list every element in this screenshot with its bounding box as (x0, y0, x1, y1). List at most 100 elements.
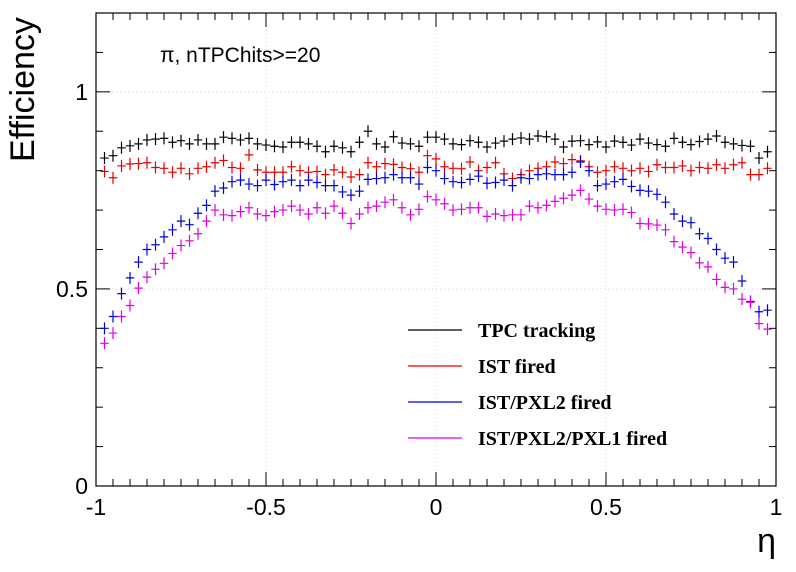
data-point (270, 178, 279, 191)
data-point (763, 304, 772, 317)
data-point (686, 246, 696, 259)
x-tick-label: -0.5 (246, 494, 286, 520)
data-point (746, 168, 755, 181)
data-series (100, 125, 772, 350)
data-point (159, 132, 169, 145)
data-point (559, 141, 568, 154)
data-point (176, 215, 186, 228)
data-point (363, 156, 373, 169)
data-point (142, 271, 152, 284)
data-point (601, 141, 611, 154)
data-point (295, 204, 305, 217)
data-point (185, 167, 194, 180)
data-point (321, 207, 330, 220)
data-point (185, 218, 194, 231)
data-point (168, 136, 177, 149)
data-point (312, 140, 322, 153)
data-point (321, 179, 330, 192)
data-point (261, 209, 271, 222)
data-point (278, 175, 288, 188)
data-point (465, 201, 475, 214)
chart-annotation: π, nTPChits>=20 (160, 44, 320, 67)
data-point (610, 160, 619, 173)
data-point (491, 156, 500, 169)
data-point (227, 209, 237, 222)
data-point (414, 140, 424, 153)
data-point (457, 162, 466, 175)
data-point (338, 166, 347, 179)
data-point (474, 201, 483, 214)
data-point (720, 281, 730, 294)
data-point (746, 140, 755, 153)
data-point (227, 175, 237, 188)
data-point (627, 206, 636, 219)
data-point (661, 223, 670, 236)
data-point (737, 139, 747, 152)
data-point (465, 155, 475, 168)
data-point (669, 132, 679, 145)
data-point (525, 133, 534, 146)
data-point (406, 208, 415, 221)
data-point (618, 162, 628, 175)
data-point (499, 174, 509, 187)
data-point (151, 161, 160, 174)
data-point (176, 134, 186, 147)
data-point (652, 158, 662, 171)
data-point (567, 189, 577, 202)
data-point (304, 174, 313, 187)
data-point (244, 178, 254, 191)
grid-lines (95, 13, 777, 487)
data-point (584, 138, 594, 151)
data-point (134, 157, 143, 170)
data-point (729, 158, 738, 171)
data-point (491, 176, 500, 189)
data-point (372, 200, 381, 213)
data-point (406, 171, 415, 184)
data-point (754, 152, 764, 165)
data-point (210, 185, 220, 198)
data-point (312, 176, 322, 189)
data-point (550, 133, 560, 146)
data-point (712, 129, 721, 142)
data-point (159, 230, 169, 243)
data-point (729, 137, 738, 150)
data-point (193, 207, 203, 220)
data-point (253, 137, 262, 150)
data-point (202, 160, 211, 173)
data-point (261, 139, 271, 152)
data-point (712, 243, 721, 256)
data-point (423, 161, 432, 174)
data-point (457, 138, 466, 151)
data-point (431, 164, 441, 177)
data-point (236, 174, 245, 187)
data-point (720, 136, 730, 149)
data-point (465, 134, 475, 147)
data-point (355, 168, 364, 181)
data-point (117, 287, 126, 300)
data-point (397, 137, 407, 150)
data-point (151, 263, 160, 276)
legend-label: IST/PXL2/PXL1 fired (478, 428, 667, 450)
data-point (355, 185, 364, 198)
data-point (338, 141, 347, 154)
data-point (669, 235, 679, 248)
data-point (635, 133, 645, 146)
x-tick-label: 0 (430, 494, 443, 520)
data-point (695, 256, 704, 269)
data-point (627, 180, 636, 193)
data-point (644, 165, 653, 178)
data-point (669, 161, 679, 174)
data-point (287, 136, 296, 149)
data-point (414, 203, 424, 216)
data-point (261, 174, 271, 187)
data-point (159, 162, 169, 175)
data-point (635, 162, 645, 175)
x-tick-label: 0.5 (590, 494, 622, 520)
data-point (737, 156, 747, 169)
data-point (227, 161, 237, 174)
data-point (440, 160, 449, 173)
data-point (142, 156, 152, 169)
data-point (448, 175, 458, 188)
y-tick-label: 0 (75, 473, 88, 499)
data-point (474, 170, 483, 183)
